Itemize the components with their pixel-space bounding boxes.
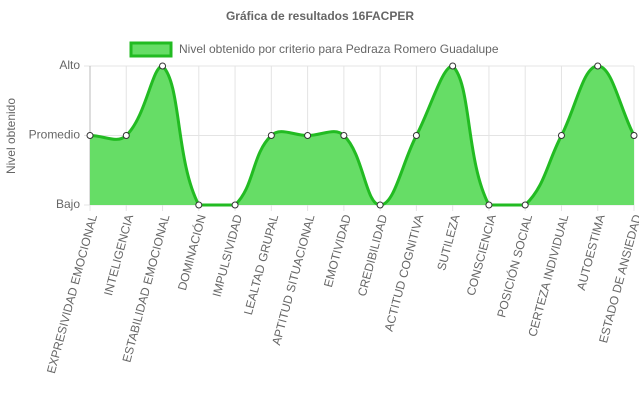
point (86, 132, 94, 139)
x-tick-label: IMPULSIVIDAD (210, 213, 246, 299)
point (231, 201, 239, 209)
point (159, 62, 167, 70)
x-tick-label: EMOTIVIDAD (321, 213, 354, 289)
line (89, 64, 636, 207)
point (485, 201, 493, 209)
point (195, 201, 203, 209)
x-tick-label: ACTITUD COGNITIVA (382, 213, 427, 333)
x-tick-label: POSICIÓN SOCIAL (493, 212, 535, 319)
legend-label: Nivel obtenido por criterio para Pedraza… (179, 42, 499, 56)
legend-swatch (129, 41, 173, 58)
point (267, 132, 275, 139)
y-tick-label: Alto (59, 58, 80, 72)
x-tick-label: CONSCIENCIA (464, 213, 499, 297)
point (594, 62, 602, 70)
point (376, 201, 384, 209)
x-tick-label: INTELIGENCIA (101, 213, 136, 297)
point (521, 201, 529, 209)
point (557, 132, 565, 139)
x-tick-label: DOMINACIÓN (174, 213, 209, 292)
x-tick-label: LEALTAD GRUPAL (241, 213, 281, 317)
x-tick-label: AUTOESTIMA (574, 213, 608, 292)
area-fill (90, 66, 634, 205)
y-tick-label: Bajo (56, 197, 80, 211)
x-tick-label: CREDIBILIDAD (355, 213, 390, 298)
point (449, 62, 457, 70)
point (340, 132, 348, 139)
point (412, 132, 420, 139)
point (122, 132, 130, 139)
y-axis-label: Nivel obtenido (4, 98, 18, 174)
x-tick-label: SUTILEZA (434, 213, 462, 272)
point (304, 132, 312, 139)
x-tick-label: CERTEZA INDIVIDUAL (525, 213, 571, 338)
y-tick-label: Promedio (29, 128, 81, 142)
chart-title: Gráfica de resultados 16FACPER (226, 9, 414, 23)
point (630, 132, 638, 139)
x-tick-label: EXPRESIVIDAD EMOCIONAL (44, 213, 100, 375)
